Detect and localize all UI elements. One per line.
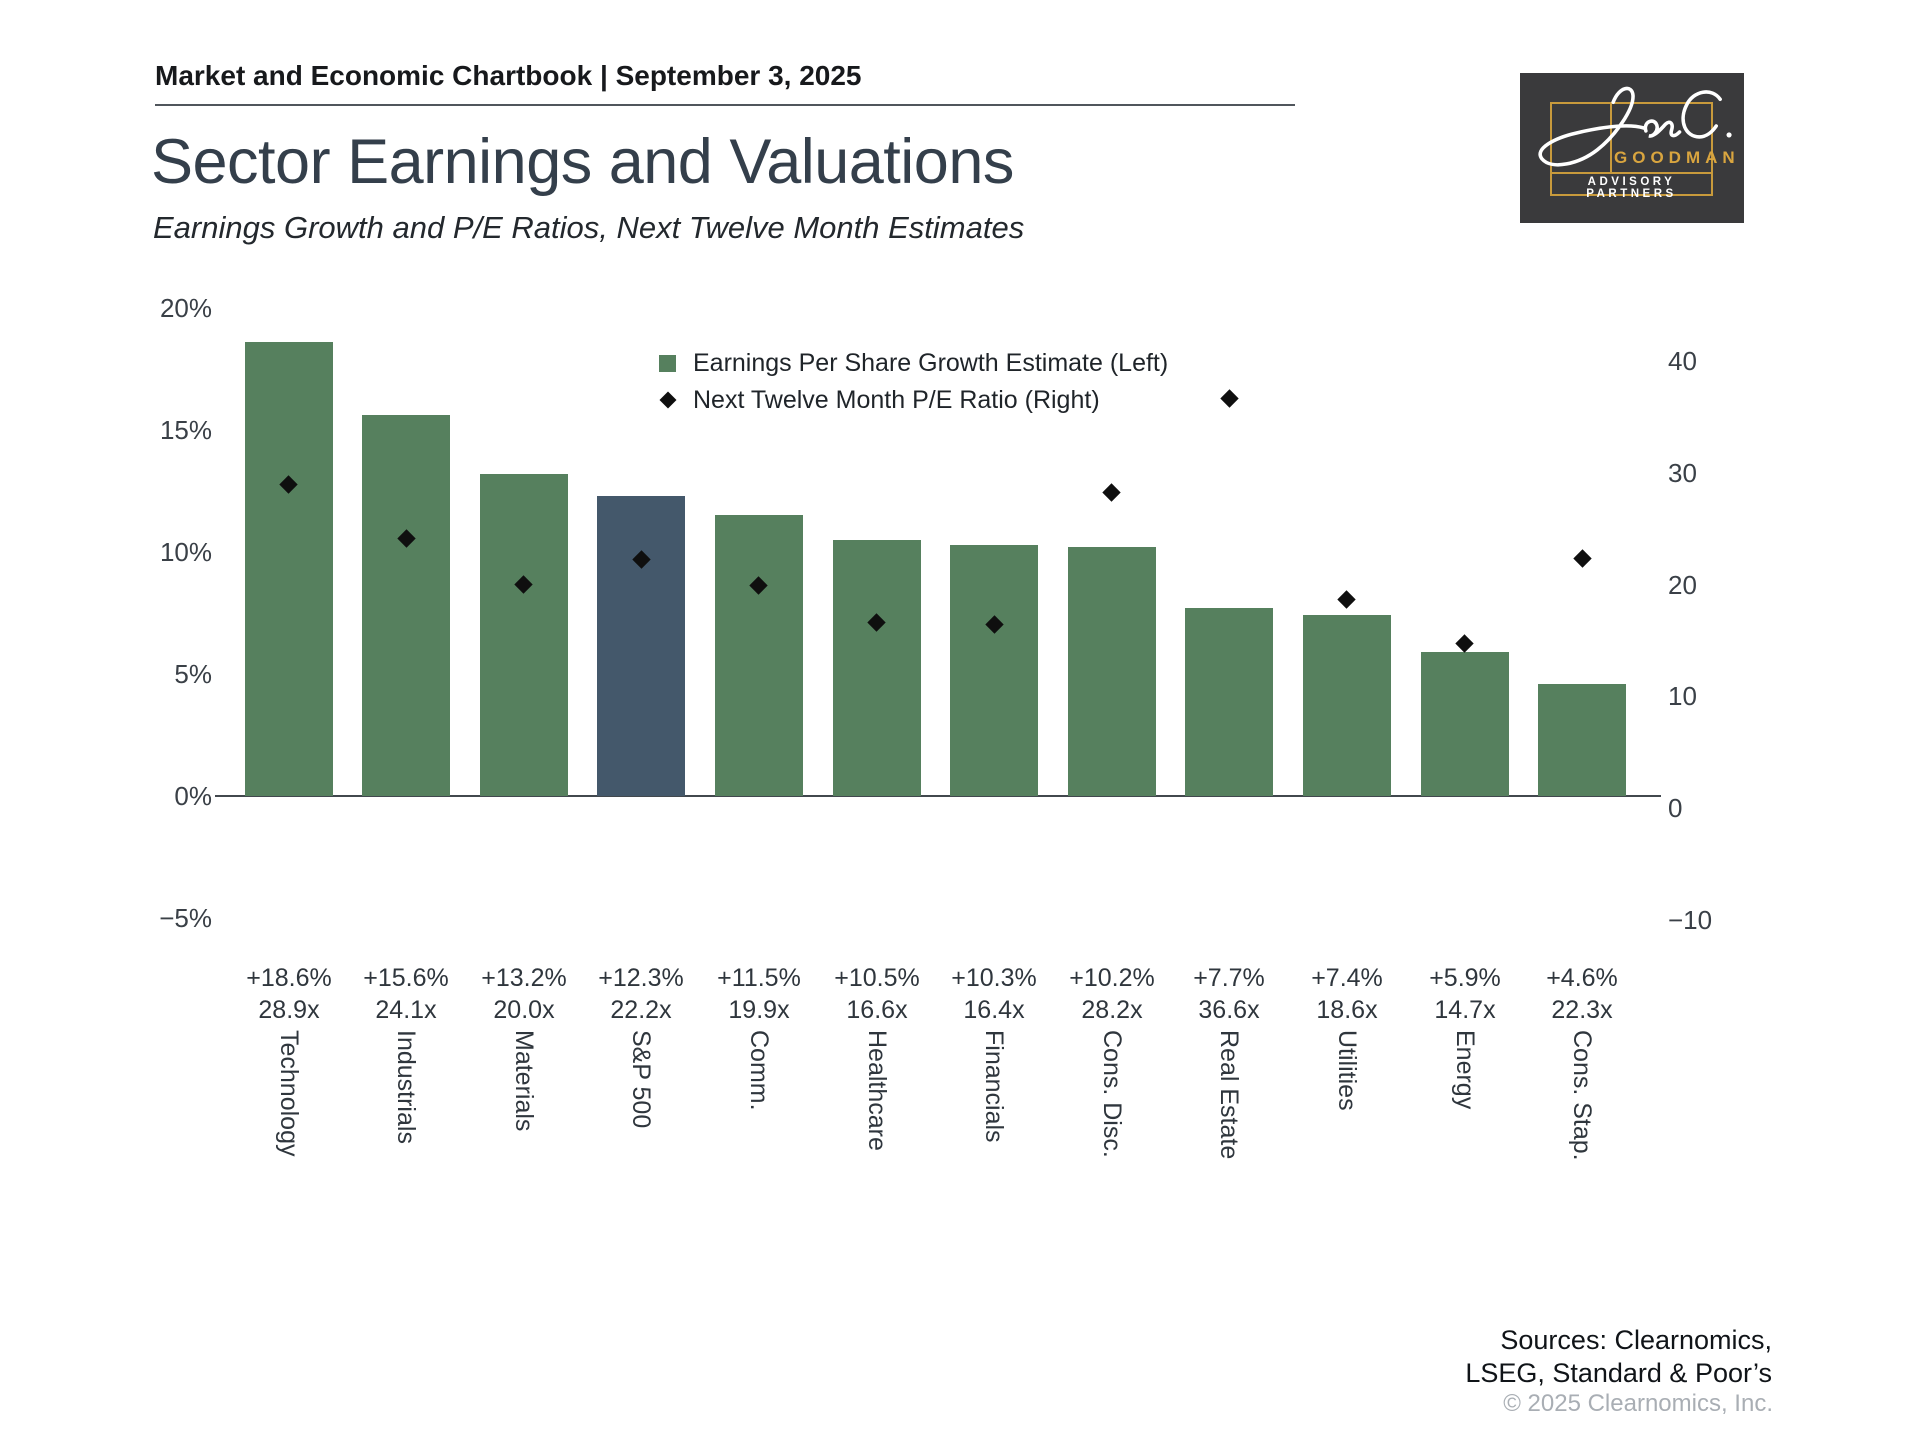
sector-label-cons-disc: Cons. Disc. (1098, 1030, 1126, 1158)
left-axis-tick: 10% (159, 537, 212, 567)
pe-value-label-materials: 20.0x (493, 996, 555, 1024)
left-axis-tick: 20% (159, 293, 212, 323)
pe-diamond-utilities (1337, 590, 1356, 609)
sector-label-financials: Financials (980, 1030, 1008, 1143)
logo-tagline: ADVISORY PARTNERS (1586, 176, 1677, 200)
bar-cons-stap (1538, 684, 1626, 796)
bar-technology (245, 342, 333, 796)
pe-value-label-cons-stap: 22.3x (1551, 996, 1613, 1024)
sources-note: Sources: Clearnomics, LSEG, Standard & P… (1465, 1324, 1772, 1390)
legend-label-pe-ratio: Next Twelve Month P/E Ratio (Right) (693, 385, 1100, 414)
eps-growth-swatch-icon (659, 354, 676, 372)
eps-value-label-comm: +11.5% (717, 964, 801, 992)
right-axis-tick: 30 (1668, 458, 1697, 488)
sources-line-1: Sources: Clearnomics, (1500, 1325, 1772, 1355)
pe-value-label-utilities: 18.6x (1316, 996, 1378, 1024)
bar-utilities (1303, 615, 1391, 796)
eps-value-label-technology: +18.6% (246, 964, 332, 992)
left-axis-tick: 0% (174, 781, 212, 811)
bar-cons-disc (1068, 547, 1156, 796)
eps-value-label-financials: +10.3% (951, 964, 1037, 992)
page-subtitle: Earnings Growth and P/E Ratios, Next Twe… (153, 210, 1025, 245)
eps-value-label-cons-stap: +4.6% (1546, 964, 1618, 992)
legend-item-eps-growth: Earnings Per Share Growth Estimate (Left… (659, 348, 1168, 378)
bar-industrials (362, 415, 450, 796)
sector-label-real-estate: Real Estate (1215, 1030, 1243, 1160)
sector-label-utilities: Utilities (1333, 1030, 1361, 1111)
header-divider (155, 104, 1295, 106)
eps-value-label-materials: +13.2% (481, 964, 567, 992)
chartbook-header: Market and Economic Chartbook | Septembe… (155, 60, 862, 91)
bar-healthcare (833, 540, 921, 796)
pe-diamond-real-estate (1220, 389, 1239, 408)
right-axis-tick: 10 (1668, 681, 1697, 711)
pe-diamond-energy (1455, 634, 1474, 653)
eps-value-label-s-p-500: +12.3% (598, 964, 684, 992)
eps-value-label-energy: +5.9% (1429, 964, 1501, 992)
sector-label-comm: Comm. (745, 1030, 773, 1111)
sector-label-materials: Materials (510, 1030, 538, 1132)
company-logo: GOODMAN ADVISORY PARTNERS (1520, 73, 1744, 223)
bar-comm (715, 515, 803, 796)
pe-ratio-diamond-icon (659, 391, 677, 409)
pe-value-label-technology: 28.9x (258, 996, 320, 1024)
page-title: Sector Earnings and Valuations (151, 127, 1014, 197)
left-axis-tick: −5% (159, 903, 212, 933)
eps-value-label-utilities: +7.4% (1311, 964, 1383, 992)
sector-label-energy: Energy (1451, 1030, 1479, 1110)
eps-value-label-real-estate: +7.7% (1193, 964, 1265, 992)
pe-value-label-cons-disc: 28.2x (1081, 996, 1143, 1024)
bar-s-p-500 (597, 496, 685, 796)
legend-label-eps-growth: Earnings Per Share Growth Estimate (Left… (693, 348, 1169, 377)
pe-diamond-cons-stap (1573, 549, 1592, 568)
sector-label-s-p-500: S&P 500 (627, 1030, 655, 1129)
pe-value-label-financials: 16.4x (963, 996, 1025, 1024)
left-axis-tick: 5% (174, 659, 212, 689)
eps-value-label-industrials: +15.6% (363, 964, 449, 992)
bar-materials (480, 474, 568, 796)
sector-label-healthcare: Healthcare (863, 1030, 891, 1151)
pe-value-label-industrials: 24.1x (375, 996, 437, 1024)
sector-label-industrials: Industrials (392, 1030, 420, 1144)
eps-value-label-cons-disc: +10.2% (1069, 964, 1155, 992)
right-axis-tick: 0 (1668, 793, 1683, 823)
pe-value-label-healthcare: 16.6x (846, 996, 908, 1024)
pe-diamond-cons-disc (1102, 483, 1121, 502)
right-axis-tick: −10 (1668, 905, 1713, 935)
sector-label-technology: Technology (275, 1030, 303, 1157)
logo-divider-line (1552, 172, 1713, 174)
pe-value-label-s-p-500: 22.2x (610, 996, 672, 1024)
legend-item-pe-ratio: Next Twelve Month P/E Ratio (Right) (659, 385, 1100, 415)
logo-company-name: GOODMAN (1614, 148, 1740, 167)
right-axis-tick: 20 (1668, 570, 1697, 600)
x-axis-line (215, 795, 1661, 797)
logo-signature-icon (1538, 86, 1732, 167)
pe-value-label-energy: 14.7x (1434, 996, 1496, 1024)
pe-value-label-comm: 19.9x (728, 996, 790, 1024)
bar-real-estate (1185, 608, 1273, 796)
left-axis-tick: 15% (159, 415, 212, 445)
right-axis-tick: 40 (1668, 346, 1697, 376)
sources-line-2: LSEG, Standard & Poor’s (1465, 1358, 1772, 1388)
bar-financials (950, 545, 1038, 796)
pe-value-label-real-estate: 36.6x (1198, 996, 1260, 1024)
copyright-note: © 2025 Clearnomics, Inc. (1503, 1390, 1773, 1417)
sector-label-cons-stap: Cons. Stap. (1568, 1030, 1596, 1161)
bar-energy (1421, 652, 1509, 796)
eps-value-label-healthcare: +10.5% (834, 964, 920, 992)
